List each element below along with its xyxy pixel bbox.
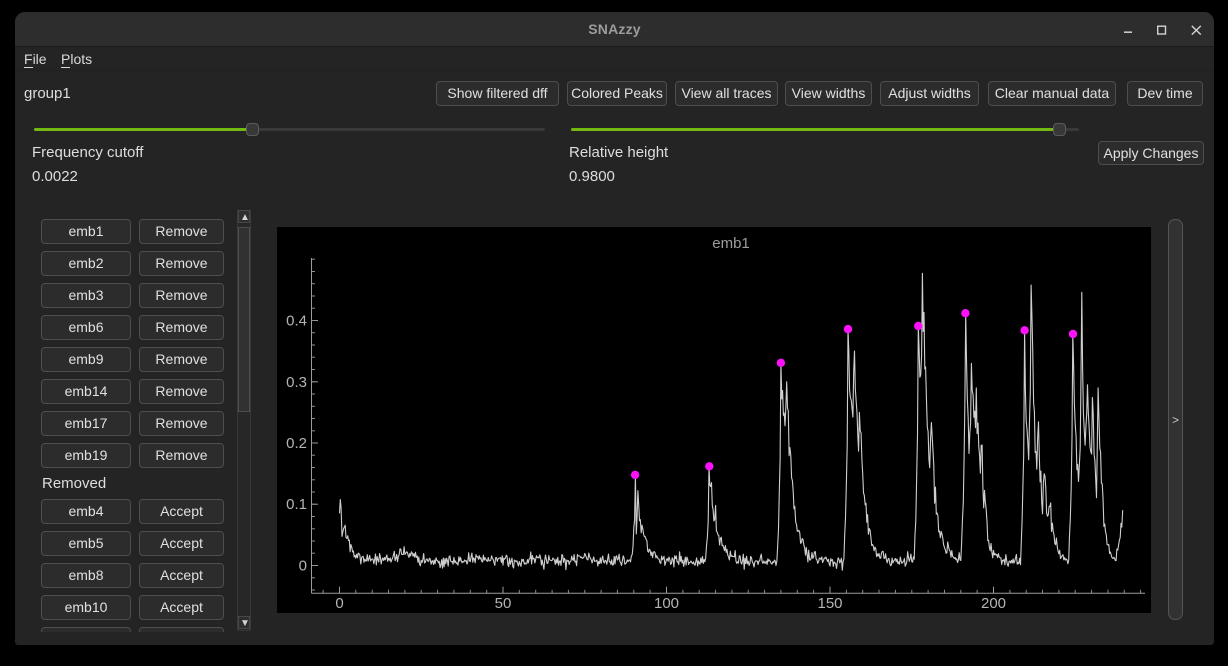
svg-text:150: 150 — [817, 595, 842, 612]
svg-text:0.1: 0.1 — [286, 496, 307, 513]
svg-text:0: 0 — [335, 595, 343, 612]
svg-text:50: 50 — [495, 595, 512, 612]
svg-text:emb1: emb1 — [712, 235, 750, 252]
svg-text:0: 0 — [299, 558, 307, 575]
svg-text:200: 200 — [981, 595, 1006, 612]
svg-text:100: 100 — [654, 595, 679, 612]
svg-text:0.3: 0.3 — [286, 374, 307, 391]
svg-text:0.4: 0.4 — [286, 313, 307, 330]
svg-text:0.2: 0.2 — [286, 435, 307, 452]
